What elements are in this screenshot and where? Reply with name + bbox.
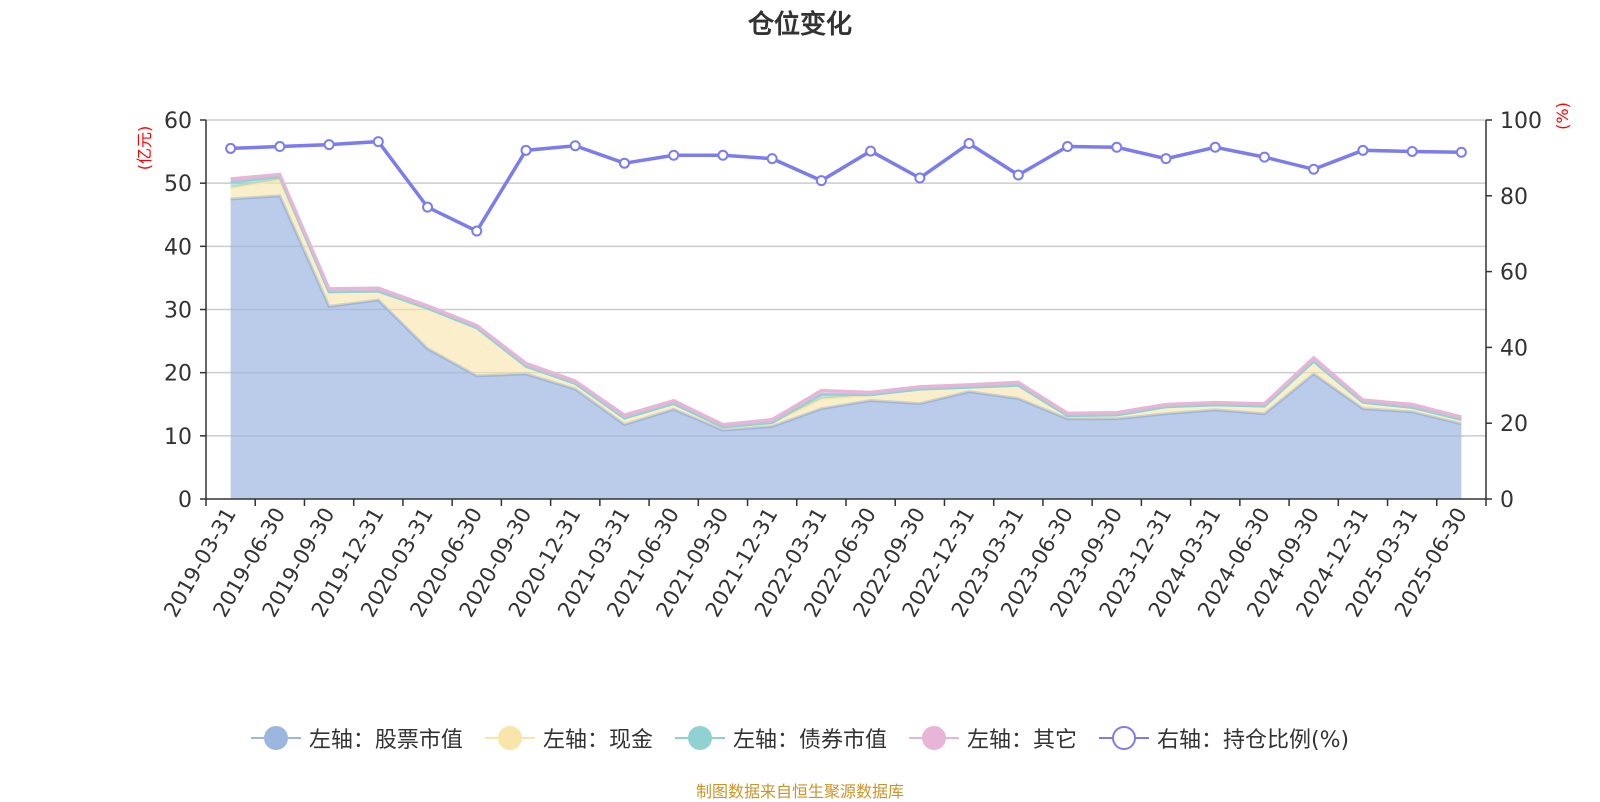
line-point[interactable] (1308, 163, 1320, 175)
chart-title: 仓位变化 (747, 10, 852, 40)
y-right-tick-label: 20 (1500, 412, 1528, 437)
y-right-tick-label: 0 (1500, 488, 1514, 513)
legend-label: 右轴：持仓比例(%) (1156, 728, 1350, 753)
legend-label: 左轴：债券市值 (732, 728, 887, 753)
y-right-tick-label: 80 (1500, 185, 1528, 210)
line-point[interactable] (471, 225, 483, 237)
line-point[interactable] (1160, 153, 1172, 165)
line-point[interactable] (372, 136, 384, 148)
line-point[interactable] (520, 144, 532, 156)
legend-item-2[interactable]: 左轴：现金 (484, 722, 653, 754)
source-note: 制图数据来自恒生聚源数据库 (695, 782, 904, 801)
y-left-tick-label: 40 (164, 235, 192, 260)
legend-swatch-icon (484, 726, 535, 750)
legend-label: 左轴：股票市值 (308, 728, 463, 753)
line-point[interactable] (618, 157, 630, 169)
line-point[interactable] (1062, 141, 1074, 153)
line-point[interactable] (1209, 141, 1221, 153)
y-right-tick-label: 100 (1500, 109, 1542, 134)
area-line-series-4 (230, 172, 1462, 426)
line-point[interactable] (1455, 146, 1467, 158)
y-right-unit-label: (%) (1553, 102, 1572, 130)
legend-item-4[interactable]: 左轴：其它 (908, 722, 1077, 754)
line-point[interactable] (963, 137, 975, 149)
legend: 左轴：股票市值 左轴：现金 左轴：债券市值 左轴：其它 右轴：持仓比例(%) (0, 722, 1600, 754)
legend-item-3[interactable]: 左轴：债券市值 (674, 722, 887, 754)
legend-item-5[interactable]: 右轴：持仓比例(%) (1098, 722, 1350, 754)
line-point[interactable] (225, 142, 237, 154)
line-point[interactable] (1406, 145, 1418, 157)
line-point[interactable] (668, 149, 680, 161)
line-point[interactable] (865, 145, 877, 157)
y-left-tick-label: 30 (164, 299, 192, 324)
line-point[interactable] (274, 141, 286, 153)
y-left-tick-label: 10 (164, 425, 192, 450)
line-point[interactable] (717, 149, 729, 161)
line-point[interactable] (422, 201, 434, 213)
legend-swatch-icon (674, 726, 725, 750)
legend-swatch-icon (250, 726, 301, 750)
legend-item-1[interactable]: 左轴：股票市值 (250, 722, 463, 754)
line-point[interactable] (1357, 144, 1369, 156)
line-point[interactable] (1258, 151, 1270, 163)
line-point[interactable] (569, 140, 581, 152)
y-right-tick-label: 40 (1500, 336, 1528, 361)
line-point[interactable] (766, 153, 778, 165)
y-left-unit-label: (亿元) (135, 126, 154, 171)
y-left-tick-label: 0 (178, 488, 192, 513)
y-left-tick-label: 60 (164, 109, 192, 134)
line-point[interactable] (323, 139, 335, 151)
legend-label: 左轴：其它 (966, 728, 1077, 753)
legend-swatch-icon (1098, 726, 1149, 750)
line-point[interactable] (914, 172, 926, 184)
y-left-tick-label: 20 (164, 362, 192, 387)
legend-swatch-icon (908, 726, 959, 750)
line-point[interactable] (1012, 169, 1024, 181)
legend-label: 左轴：现金 (542, 728, 653, 753)
area-series-1[interactable] (230, 195, 1462, 500)
y-right-tick-label: 60 (1500, 261, 1528, 286)
line-point[interactable] (815, 175, 827, 187)
line-series-holding-ratio[interactable] (230, 139, 1462, 234)
line-point[interactable] (1111, 141, 1123, 153)
y-left-tick-label: 50 (164, 172, 192, 197)
